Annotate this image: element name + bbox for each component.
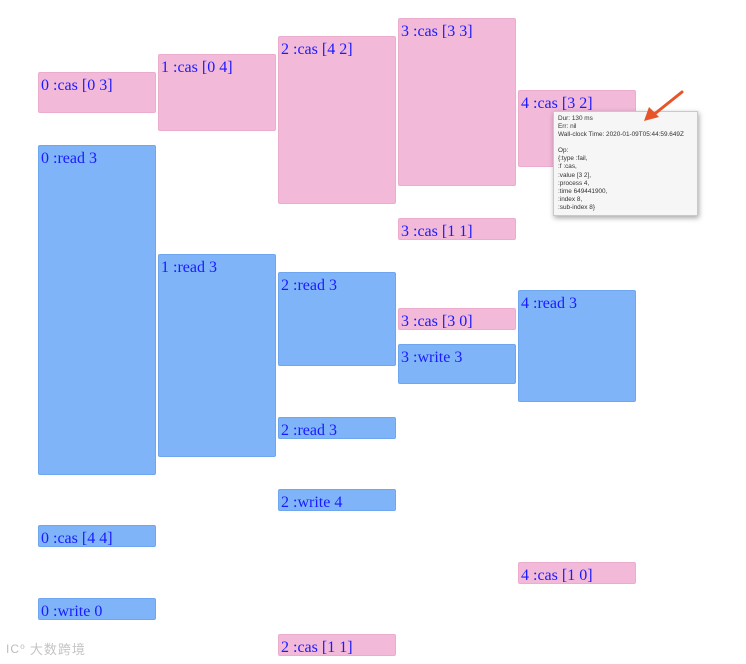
tooltip-op-line: {:type :fail, [558, 155, 588, 163]
op-p1-cas-0-4[interactable]: 1 :cas [0 4] [158, 54, 276, 131]
tooltip-op-line: :sub-index 8} [558, 203, 595, 211]
watermark-logo: IC⁰ [6, 641, 26, 656]
op-p0-write-0[interactable]: 0 :write 0 [38, 598, 156, 620]
op-p3-cas-1-1[interactable]: 3 :cas [1 1] [398, 218, 516, 240]
tooltip-op-line: :time 649441900, [558, 187, 608, 195]
tooltip-wall-clock: Wall-clock Time: 2020-01-09T05:44:59.649… [558, 131, 684, 139]
op-p0-cas-4-4[interactable]: 0 :cas [4 4] [38, 525, 156, 547]
watermark: IC⁰ 大数跨境 [6, 639, 86, 658]
op-p3-write-3[interactable]: 3 :write 3 [398, 344, 516, 384]
op-p2-write-4[interactable]: 2 :write 4 [278, 489, 396, 511]
op-p2-cas-1-1[interactable]: 2 :cas [1 1] [278, 634, 396, 656]
tooltip-duration: Dur: 130 ms [558, 115, 593, 122]
op-details-tooltip: Dur: 130 ms Err: nil Wall-clock Time: 20… [553, 111, 698, 216]
op-p0-read-3[interactable]: 0 :read 3 [38, 145, 156, 475]
op-p2-read-3-second[interactable]: 2 :read 3 [278, 417, 396, 439]
tooltip-op-line: :index 8, [558, 195, 583, 203]
op-p2-cas-4-2[interactable]: 2 :cas [4 2] [278, 36, 396, 204]
tooltip-error: Err: nil [558, 123, 577, 131]
tooltip-op-label: Op: [558, 147, 569, 155]
watermark-text: 大数跨境 [29, 642, 86, 657]
op-p2-read-3[interactable]: 2 :read 3 [278, 272, 396, 366]
tooltip-op-line: :f :cas, [558, 163, 577, 171]
annotation-arrow-icon [644, 90, 684, 121]
op-p4-cas-1-0[interactable]: 4 :cas [1 0] [518, 562, 636, 584]
tooltip-op-line: :process 4, [558, 179, 590, 187]
op-p3-cas-3-0[interactable]: 3 :cas [3 0] [398, 308, 516, 330]
op-p3-cas-3-3[interactable]: 3 :cas [3 3] [398, 18, 516, 186]
tooltip-op-line: :value [3 2], [558, 171, 592, 179]
op-p0-cas-0-3[interactable]: 0 :cas [0 3] [38, 72, 156, 113]
op-p1-read-3[interactable]: 1 :read 3 [158, 254, 276, 457]
op-p4-read-3[interactable]: 4 :read 3 [518, 290, 636, 402]
